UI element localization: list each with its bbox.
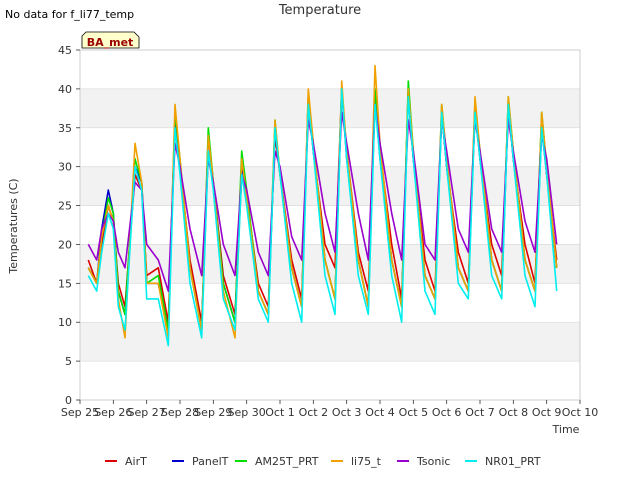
y-tick-label: 45 <box>58 44 72 57</box>
annotation-label: BA_met <box>87 36 134 49</box>
x-tick-label: Sep 27 <box>128 406 166 419</box>
legend-item-tsonic: Tsonic <box>397 455 450 468</box>
x-tick-label: Oct 2 <box>299 406 329 419</box>
y-tick-label: 30 <box>58 161 72 174</box>
legend-label: Tsonic <box>416 455 450 468</box>
x-tick-label: Oct 7 <box>465 406 495 419</box>
x-tick-label: Sep 29 <box>194 406 232 419</box>
chart-title: Temperature <box>278 3 362 18</box>
annotation-box: BA_met <box>81 31 140 49</box>
x-tick-label: Oct 1 <box>265 406 295 419</box>
legend-label: AM25T_PRT <box>255 455 319 468</box>
y-tick-labels: 0 5 10 15 20 25 30 35 40 45 <box>58 44 80 407</box>
y-tick-label: 20 <box>58 238 72 251</box>
legend-label: NR01_PRT <box>485 455 541 468</box>
y-tick-label: 25 <box>58 200 72 213</box>
x-tick-label: Oct 5 <box>399 406 429 419</box>
legend-item-nr01-prt: NR01_PRT <box>465 455 541 468</box>
legend-item-am25t-prt: AM25T_PRT <box>235 455 319 468</box>
x-tick-label: Oct 6 <box>432 406 462 419</box>
legend-item-panelt: PanelT <box>172 455 229 468</box>
x-tick-label: Sep 30 <box>228 406 266 419</box>
legend-label: PanelT <box>192 455 229 468</box>
x-tick-label: Sep 28 <box>161 406 199 419</box>
x-tick-label: Oct 3 <box>332 406 362 419</box>
plot-frame <box>79 49 581 401</box>
legend-item-li75-t: li75_t <box>331 455 382 468</box>
y-tick-label: 35 <box>58 122 72 135</box>
y-tick-label: 5 <box>65 355 72 368</box>
y-axis-label: Temperatures (C) <box>7 178 20 274</box>
no-data-note: No data for f_li77_temp <box>5 8 135 21</box>
y-tick-label: 0 <box>65 394 72 407</box>
axes <box>79 49 581 401</box>
x-axis-label: Time <box>552 423 580 436</box>
x-tick-label: Sep 26 <box>94 406 132 419</box>
legend-item-airt: AirT <box>105 455 147 468</box>
x-tick-label: Oct 10 <box>562 406 599 419</box>
legend-label: li75_t <box>351 455 382 468</box>
x-tick-label: Oct 4 <box>365 406 395 419</box>
plot-band <box>80 88 580 128</box>
y-tick-label: 10 <box>58 316 72 329</box>
x-tick-label: Oct 9 <box>532 406 562 419</box>
x-tick-label: Sep 25 <box>61 406 99 419</box>
legend-label: AirT <box>125 455 147 468</box>
y-tick-label: 40 <box>58 83 72 96</box>
series-lines <box>87 64 558 347</box>
x-tick-label: Oct 8 <box>499 406 529 419</box>
y-tick-label: 15 <box>58 277 72 290</box>
grid-lines <box>80 49 580 401</box>
plot-band <box>80 166 580 206</box>
legend: AirT PanelT AM25T_PRT li75_t Tsonic NR01_PRT <box>105 455 541 468</box>
plot-band <box>80 322 580 362</box>
series-line-nr01-prt <box>87 88 558 347</box>
